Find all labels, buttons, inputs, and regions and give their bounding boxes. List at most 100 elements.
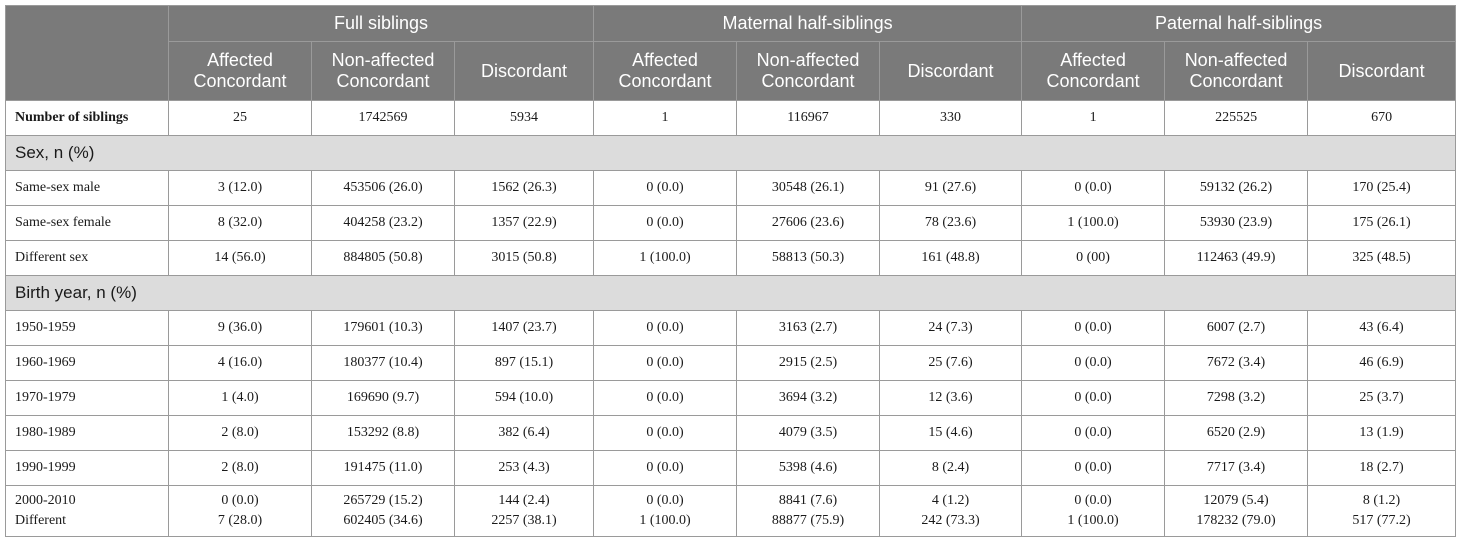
row-label: Same-sex female — [5, 205, 169, 241]
table-row: 1990-1999 2 (8.0) 191475 (11.0) 253 (4.3… — [5, 450, 1457, 486]
table-row: 1960-1969 4 (16.0) 180377 (10.4) 897 (15… — [5, 345, 1457, 381]
table-cell: 7672 (3.4) — [1164, 345, 1309, 381]
table-cell: 27606 (23.6) — [736, 205, 881, 241]
table-cell: 4 (16.0) — [168, 345, 312, 381]
table-row: Same-sex female 8 (32.0) 404258 (23.2) 1… — [5, 205, 1457, 241]
table-row-2000-2010-different: 2000-2010 Different 0 (0.0) 7 (28.0) 2657… — [5, 485, 1457, 537]
table-cell: 0 (0.0) — [1021, 415, 1166, 451]
row-label: 1990-1999 — [5, 450, 169, 486]
table-cell: 18 (2.7) — [1307, 450, 1457, 486]
table-cell: 0 (00) — [1021, 240, 1166, 276]
cell-line: 4 (1.2) — [931, 493, 970, 508]
subheader-nonaffected-concordant: Non-affected Concordant — [1164, 41, 1309, 101]
cell-line: 88877 (75.9) — [771, 513, 845, 528]
siblings-table: Full siblings Maternal half-siblings Pat… — [4, 5, 1457, 537]
cell-line: 242 (73.3) — [921, 513, 980, 528]
cell-line: 0 (0.0) — [646, 493, 684, 508]
table-cell: 3694 (3.2) — [736, 380, 881, 416]
subheader-discordant: Discordant — [453, 41, 595, 101]
table-row: Same-sex male 3 (12.0) 453506 (26.0) 156… — [5, 170, 1457, 206]
table-cell: 0 (0.0) — [593, 205, 738, 241]
table-cell: 12079 (5.4) 178232 (79.0) — [1164, 485, 1309, 537]
table-cell: 6007 (2.7) — [1164, 310, 1309, 346]
table-cell: 58813 (50.3) — [736, 240, 881, 276]
cell-line: 2257 (38.1) — [491, 513, 557, 528]
table-row: 1970-1979 1 (4.0) 169690 (9.7) 594 (10.0… — [5, 380, 1457, 416]
table-cell: 4 (1.2) 242 (73.3) — [879, 485, 1023, 537]
table-cell: 330 — [879, 100, 1023, 136]
table-cell: 0 (0.0) — [593, 170, 738, 206]
cell-line: 12079 (5.4) — [1203, 493, 1269, 508]
table-cell: 1357 (22.9) — [453, 205, 595, 241]
table-cell: 53930 (23.9) — [1164, 205, 1309, 241]
table-cell: 0 (0.0) — [1021, 310, 1166, 346]
table-cell: 884805 (50.8) — [311, 240, 455, 276]
table-cell: 0 (0.0) — [593, 345, 738, 381]
table-cell: 1 — [1021, 100, 1166, 136]
table-cell: 1407 (23.7) — [453, 310, 595, 346]
table-cell: 13 (1.9) — [1307, 415, 1457, 451]
table-cell: 1 (4.0) — [168, 380, 312, 416]
table-cell: 2915 (2.5) — [736, 345, 881, 381]
table-cell: 0 (0.0) — [1021, 345, 1166, 381]
table-cell: 253 (4.3) — [453, 450, 595, 486]
table-row: 1980-1989 2 (8.0) 153292 (8.8) 382 (6.4)… — [5, 415, 1457, 451]
row-label-line: 2000-2010 — [15, 493, 76, 508]
row-label: 2000-2010 Different — [5, 485, 169, 537]
subheader-nonaffected-concordant: Non-affected Concordant — [311, 41, 455, 101]
cell-line: 7 (28.0) — [217, 513, 263, 528]
table-cell: 180377 (10.4) — [311, 345, 455, 381]
table-cell: 12 (3.6) — [879, 380, 1023, 416]
table-cell: 325 (48.5) — [1307, 240, 1457, 276]
cell-line: 0 (0.0) — [1074, 493, 1112, 508]
row-label: 1980-1989 — [5, 415, 169, 451]
table-cell: 14 (56.0) — [168, 240, 312, 276]
table-cell: 0 (0.0) — [1021, 450, 1166, 486]
table-cell: 225525 — [1164, 100, 1309, 136]
table-cell: 265729 (15.2) 602405 (34.6) — [311, 485, 455, 537]
table-cell: 1 (100.0) — [1021, 205, 1166, 241]
row-label: 1950-1959 — [5, 310, 169, 346]
table-cell: 382 (6.4) — [453, 415, 595, 451]
table-cell: 0 (0.0) 1 (100.0) — [593, 485, 738, 537]
cell-line: 517 (77.2) — [1352, 513, 1411, 528]
table-cell: 6520 (2.9) — [1164, 415, 1309, 451]
table-cell: 144 (2.4) 2257 (38.1) — [453, 485, 595, 537]
cell-line: 8 (1.2) — [1362, 493, 1401, 508]
table-cell: 8841 (7.6) 88877 (75.9) — [736, 485, 881, 537]
table-cell: 594 (10.0) — [453, 380, 595, 416]
table-cell: 3163 (2.7) — [736, 310, 881, 346]
table-cell: 404258 (23.2) — [311, 205, 455, 241]
table-cell: 7717 (3.4) — [1164, 450, 1309, 486]
row-label: Same-sex male — [5, 170, 169, 206]
table-cell: 0 (0.0) — [593, 450, 738, 486]
table-cell: 5934 — [453, 100, 595, 136]
table-cell: 1 — [593, 100, 738, 136]
group-header-paternal: Paternal half-siblings — [1021, 5, 1457, 42]
table-cell: 897 (15.1) — [453, 345, 595, 381]
table-cell: 670 — [1307, 100, 1457, 136]
table-cell: 5398 (4.6) — [736, 450, 881, 486]
table-cell: 170 (25.4) — [1307, 170, 1457, 206]
table-cell: 2 (8.0) — [168, 415, 312, 451]
table-cell: 2 (8.0) — [168, 450, 312, 486]
table-row: 1950-1959 9 (36.0) 179601 (10.3) 1407 (2… — [5, 310, 1457, 346]
table-cell: 8 (32.0) — [168, 205, 312, 241]
table-cell: 59132 (26.2) — [1164, 170, 1309, 206]
row-label-line: Different — [15, 513, 67, 528]
subheader-affected-concordant: Affected Concordant — [168, 41, 312, 101]
subheader-nonaffected-concordant: Non-affected Concordant — [736, 41, 881, 101]
table-cell: 153292 (8.8) — [311, 415, 455, 451]
section-row-birth-year: Birth year, n (%) — [4, 275, 1457, 311]
table-cell: 1562 (26.3) — [453, 170, 595, 206]
table-cell: 0 (0.0) — [593, 415, 738, 451]
subheader-affected-concordant: Affected Concordant — [1021, 41, 1166, 101]
cell-line: 1 (100.0) — [1067, 513, 1119, 528]
table-cell: 169690 (9.7) — [311, 380, 455, 416]
table-cell: 46 (6.9) — [1307, 345, 1457, 381]
cell-line: 1 (100.0) — [639, 513, 691, 528]
section-title: Birth year, n (%) — [4, 275, 1457, 311]
table-cell: 78 (23.6) — [879, 205, 1023, 241]
table-cell: 175 (26.1) — [1307, 205, 1457, 241]
section-title: Sex, n (%) — [4, 135, 1457, 171]
